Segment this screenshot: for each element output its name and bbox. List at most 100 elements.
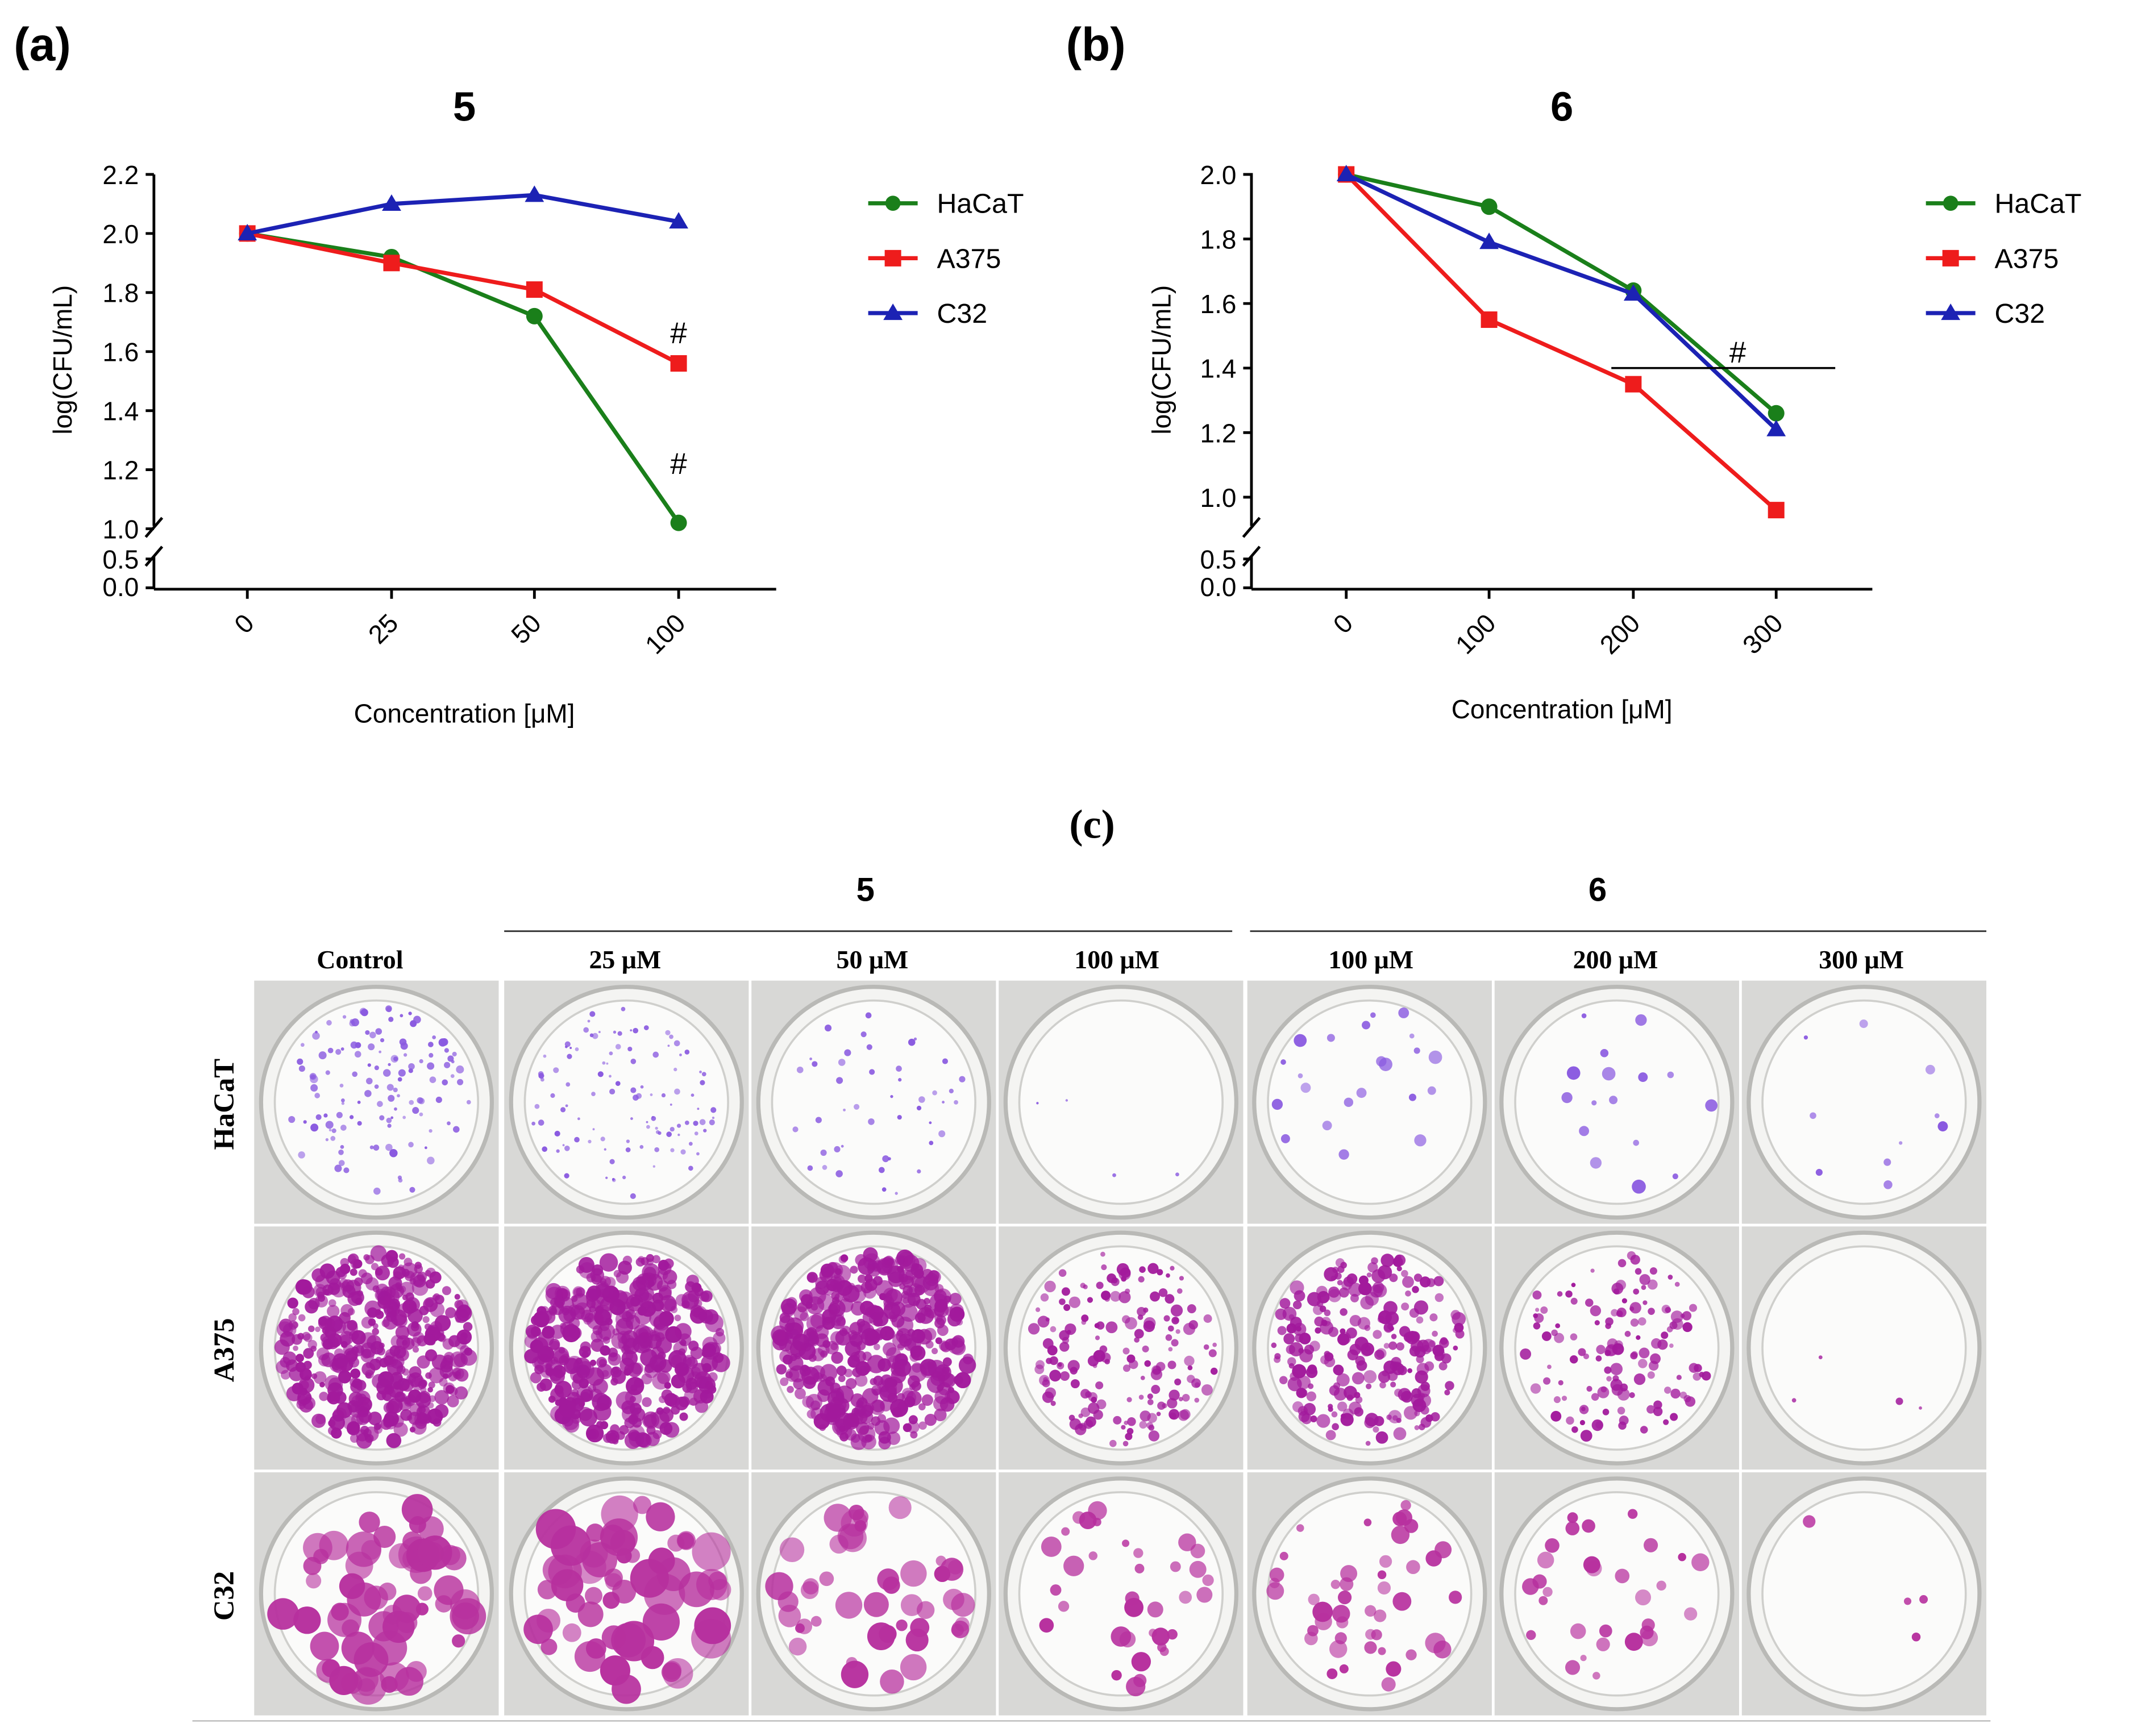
colony <box>397 1094 400 1098</box>
colony <box>350 1368 361 1379</box>
chart-a-legend-c32: C32 <box>937 298 987 329</box>
colony <box>1091 1397 1097 1403</box>
colony <box>373 1144 380 1151</box>
legend-triangle-icon <box>883 303 903 320</box>
colony <box>639 1144 644 1149</box>
colony <box>586 1312 604 1330</box>
colony <box>1409 1033 1415 1039</box>
colony <box>328 1129 332 1132</box>
colony <box>415 1392 431 1408</box>
colony <box>883 1293 893 1303</box>
colony <box>670 1104 672 1106</box>
chart-a-ytick: 1.2 <box>102 456 139 485</box>
colony <box>1364 1641 1377 1654</box>
chart-b-ytick: 1.4 <box>1200 354 1237 384</box>
colony <box>1570 1333 1578 1340</box>
colony <box>1679 1391 1687 1399</box>
colony <box>865 1012 872 1019</box>
colony <box>349 1115 354 1119</box>
colony <box>869 1069 875 1075</box>
colony <box>795 1388 806 1400</box>
colony <box>564 1145 570 1151</box>
colony <box>924 1413 937 1426</box>
colony <box>1179 1276 1184 1281</box>
colony <box>1606 1376 1612 1382</box>
colony <box>1158 1288 1168 1297</box>
colony <box>369 1358 381 1371</box>
colony <box>1533 1322 1541 1330</box>
colony <box>1646 1405 1656 1414</box>
colony <box>402 1115 406 1119</box>
colony <box>1365 1292 1379 1306</box>
chart-a-yticks: 2.2 2.0 1.8 1.6 1.4 1.2 1.0 0.5 0.0 <box>102 160 139 602</box>
colony <box>388 1063 391 1067</box>
colony <box>836 1280 853 1296</box>
colony <box>1377 1570 1387 1579</box>
colony <box>292 1308 300 1315</box>
colony <box>1937 1121 1948 1132</box>
colony <box>1433 1641 1452 1659</box>
colony <box>602 1336 610 1344</box>
colony <box>424 1146 427 1150</box>
colony <box>1324 1351 1330 1358</box>
colony <box>612 1674 641 1704</box>
colony <box>601 1625 626 1650</box>
colony <box>1428 1050 1442 1064</box>
colony <box>1643 1538 1658 1552</box>
colony <box>916 1601 935 1620</box>
colony <box>841 1660 869 1688</box>
colony <box>1538 1596 1548 1605</box>
colony <box>580 1341 591 1352</box>
colony <box>363 1254 370 1261</box>
colony <box>390 1335 404 1348</box>
colony <box>1570 1623 1586 1639</box>
colony <box>591 1338 604 1352</box>
colony <box>1100 1251 1105 1257</box>
colony <box>331 1427 342 1439</box>
colony <box>427 1156 435 1165</box>
colony <box>367 1063 371 1067</box>
colony <box>298 1314 306 1322</box>
colony <box>354 1642 389 1677</box>
colony <box>630 1029 633 1032</box>
colony <box>845 1429 857 1441</box>
colony <box>1609 1096 1618 1105</box>
colony <box>784 1339 801 1356</box>
colony <box>1280 1059 1286 1065</box>
colony <box>1134 1337 1140 1343</box>
colony <box>443 1382 455 1394</box>
colony <box>1184 1355 1195 1367</box>
colony <box>410 1020 417 1027</box>
plate-well <box>1494 1472 1739 1716</box>
colony <box>1058 1601 1070 1612</box>
colony <box>956 1318 963 1326</box>
plate-well <box>1741 980 1987 1224</box>
colony <box>855 1374 868 1387</box>
colony <box>712 1116 715 1119</box>
colony <box>1591 1100 1597 1106</box>
colony <box>1615 1568 1630 1584</box>
colony <box>350 1019 355 1024</box>
colony <box>1449 1591 1462 1604</box>
colony <box>1670 1388 1681 1399</box>
colony <box>1925 1064 1935 1075</box>
colony <box>340 1281 351 1292</box>
colony <box>295 1279 311 1295</box>
colony <box>1156 1412 1161 1417</box>
colony <box>792 1126 799 1133</box>
colony <box>1684 1607 1698 1621</box>
colony <box>1044 1280 1056 1293</box>
colony <box>419 1059 423 1064</box>
colony <box>666 1131 672 1137</box>
colony <box>942 1357 952 1367</box>
chart-b-xlabel: Concentration [μM] <box>1452 694 1673 724</box>
plate-dish <box>273 999 480 1205</box>
colony <box>633 1027 639 1034</box>
colony <box>562 1324 581 1343</box>
colony <box>1818 1355 1823 1360</box>
colony <box>398 1397 412 1411</box>
colony <box>896 1620 908 1631</box>
colony <box>1317 1290 1330 1304</box>
colony <box>1400 1500 1411 1511</box>
colony <box>589 1011 596 1017</box>
